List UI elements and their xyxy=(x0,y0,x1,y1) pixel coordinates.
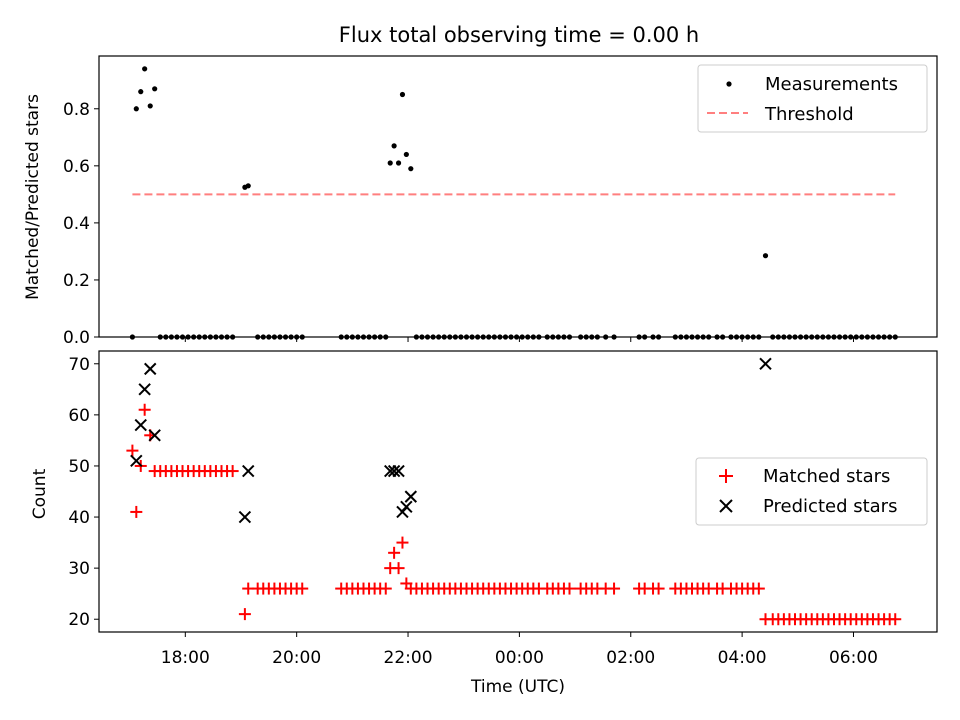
top-panel: Flux total observing time = 0.00 h 0.00.… xyxy=(23,23,938,348)
bottom-legend-box xyxy=(695,457,928,526)
top-ytick-label-0: 0.0 xyxy=(63,328,90,348)
top-plot-series xyxy=(129,66,898,340)
bottom-xtick-label-2: 22:00 xyxy=(384,648,433,668)
bottom-axes-frame xyxy=(98,350,938,633)
bottom-ytick-label-4: 60 xyxy=(68,406,90,426)
measurement-point-41 xyxy=(391,143,397,149)
measurement-point-21 xyxy=(245,183,251,189)
predicted-point-2 xyxy=(138,383,151,396)
measurement-point-4 xyxy=(147,103,153,109)
matched-point-73 xyxy=(563,582,576,595)
measurement-point-1 xyxy=(133,106,139,112)
bottom-xtick-label-3: 00:00 xyxy=(495,648,544,668)
predicted-point-11 xyxy=(400,500,413,514)
matched-point-122 xyxy=(889,613,902,626)
bottom-y-ticks: 20 30 40 50 60 70 xyxy=(68,355,99,630)
legend-matched-label: Matched stars xyxy=(763,466,890,487)
matched-point-20 xyxy=(238,608,251,621)
top-legend-box xyxy=(697,64,928,133)
measurement-point-43 xyxy=(399,91,406,98)
legend-predicted-marker xyxy=(719,499,733,513)
bottom-plot-series xyxy=(126,357,902,626)
measurement-point-2 xyxy=(138,89,144,95)
predicted-point-8 xyxy=(387,464,401,478)
measurement-point-99 xyxy=(762,253,769,259)
measurement-point-45 xyxy=(408,166,414,172)
predicted-point-3 xyxy=(144,362,157,376)
measurement-point-42 xyxy=(395,160,402,166)
predicted-point-13 xyxy=(759,357,772,370)
matched-point-42 xyxy=(392,562,405,575)
bottom-ytick-label-3: 50 xyxy=(68,457,90,477)
bottom-ytick-label-5: 70 xyxy=(68,355,90,375)
top-legend: Measurements Threshold xyxy=(697,64,928,133)
matched-point-1 xyxy=(130,505,143,518)
predicted-point-12 xyxy=(404,490,418,503)
bottom-ytick-label-0: 20 xyxy=(68,610,90,630)
predicted-point-4 xyxy=(148,429,161,442)
matched-point-83 xyxy=(652,582,665,595)
legend-threshold-label: Threshold xyxy=(764,104,854,125)
bottom-xtick-label-4: 02:00 xyxy=(606,648,655,668)
bottom-ytick-label-1: 30 xyxy=(68,559,90,579)
measurement-point-5 xyxy=(152,86,158,92)
legend-predicted-label: Predicted stars xyxy=(763,496,897,517)
top-ytick-label-2: 0.4 xyxy=(63,214,90,234)
matched-point-3 xyxy=(138,403,151,416)
matched-point-39 xyxy=(379,582,392,595)
bottom-xtick-label-6: 06:00 xyxy=(829,648,878,668)
legend-measurements-marker xyxy=(726,81,732,87)
measurement-point-40 xyxy=(387,160,393,166)
bottom-xtick-label-0: 18:00 xyxy=(161,648,210,668)
top-ytick-label-3: 0.6 xyxy=(63,157,90,177)
matched-point-30 xyxy=(296,582,309,595)
top-axes-frame xyxy=(98,55,938,338)
matched-point-19 xyxy=(226,465,239,478)
matched-point-98 xyxy=(752,582,765,595)
predicted-point-9 xyxy=(392,464,405,478)
top-ytick-label-1: 0.2 xyxy=(63,271,90,291)
matched-point-41 xyxy=(388,546,401,559)
bottom-x-axis-label: Time (UTC) xyxy=(470,677,565,697)
bottom-panel: 20 30 40 50 60 70 18:00 20:00 22:00 00:00 02:00 04… xyxy=(30,350,938,697)
legend-measurements-label: Measurements xyxy=(765,74,898,95)
matched-point-79 xyxy=(608,582,621,595)
bottom-legend: Matched stars Predicted stars xyxy=(695,457,928,526)
top-y-ticks: 0.0 0.2 0.4 0.6 0.8 xyxy=(63,100,99,348)
predicted-point-5 xyxy=(238,510,252,524)
predicted-point-1 xyxy=(134,418,147,432)
measurement-point-44 xyxy=(403,151,409,158)
bottom-y-axis-label: Count xyxy=(30,468,50,519)
bottom-xtick-label-1: 20:00 xyxy=(272,648,321,668)
legend-matched-marker xyxy=(719,469,733,483)
predicted-point-0 xyxy=(130,454,143,468)
bottom-ytick-label-2: 40 xyxy=(68,508,90,528)
bottom-x-ticks: 18:00 20:00 22:00 00:00 02:00 04:00 06:00 xyxy=(161,632,878,668)
top-x-ticks xyxy=(184,337,854,342)
measurement-point-3 xyxy=(142,66,148,72)
top-y-axis-label: Matched/Predicted stars xyxy=(23,94,43,300)
predicted-point-6 xyxy=(242,464,255,478)
top-chart-title: Flux total observing time = 0.00 h xyxy=(339,23,699,47)
top-ytick-label-4: 0.8 xyxy=(63,100,90,120)
bottom-xtick-label-5: 04:00 xyxy=(718,648,767,668)
matched-point-0 xyxy=(126,444,139,457)
matched-point-43 xyxy=(396,536,409,549)
